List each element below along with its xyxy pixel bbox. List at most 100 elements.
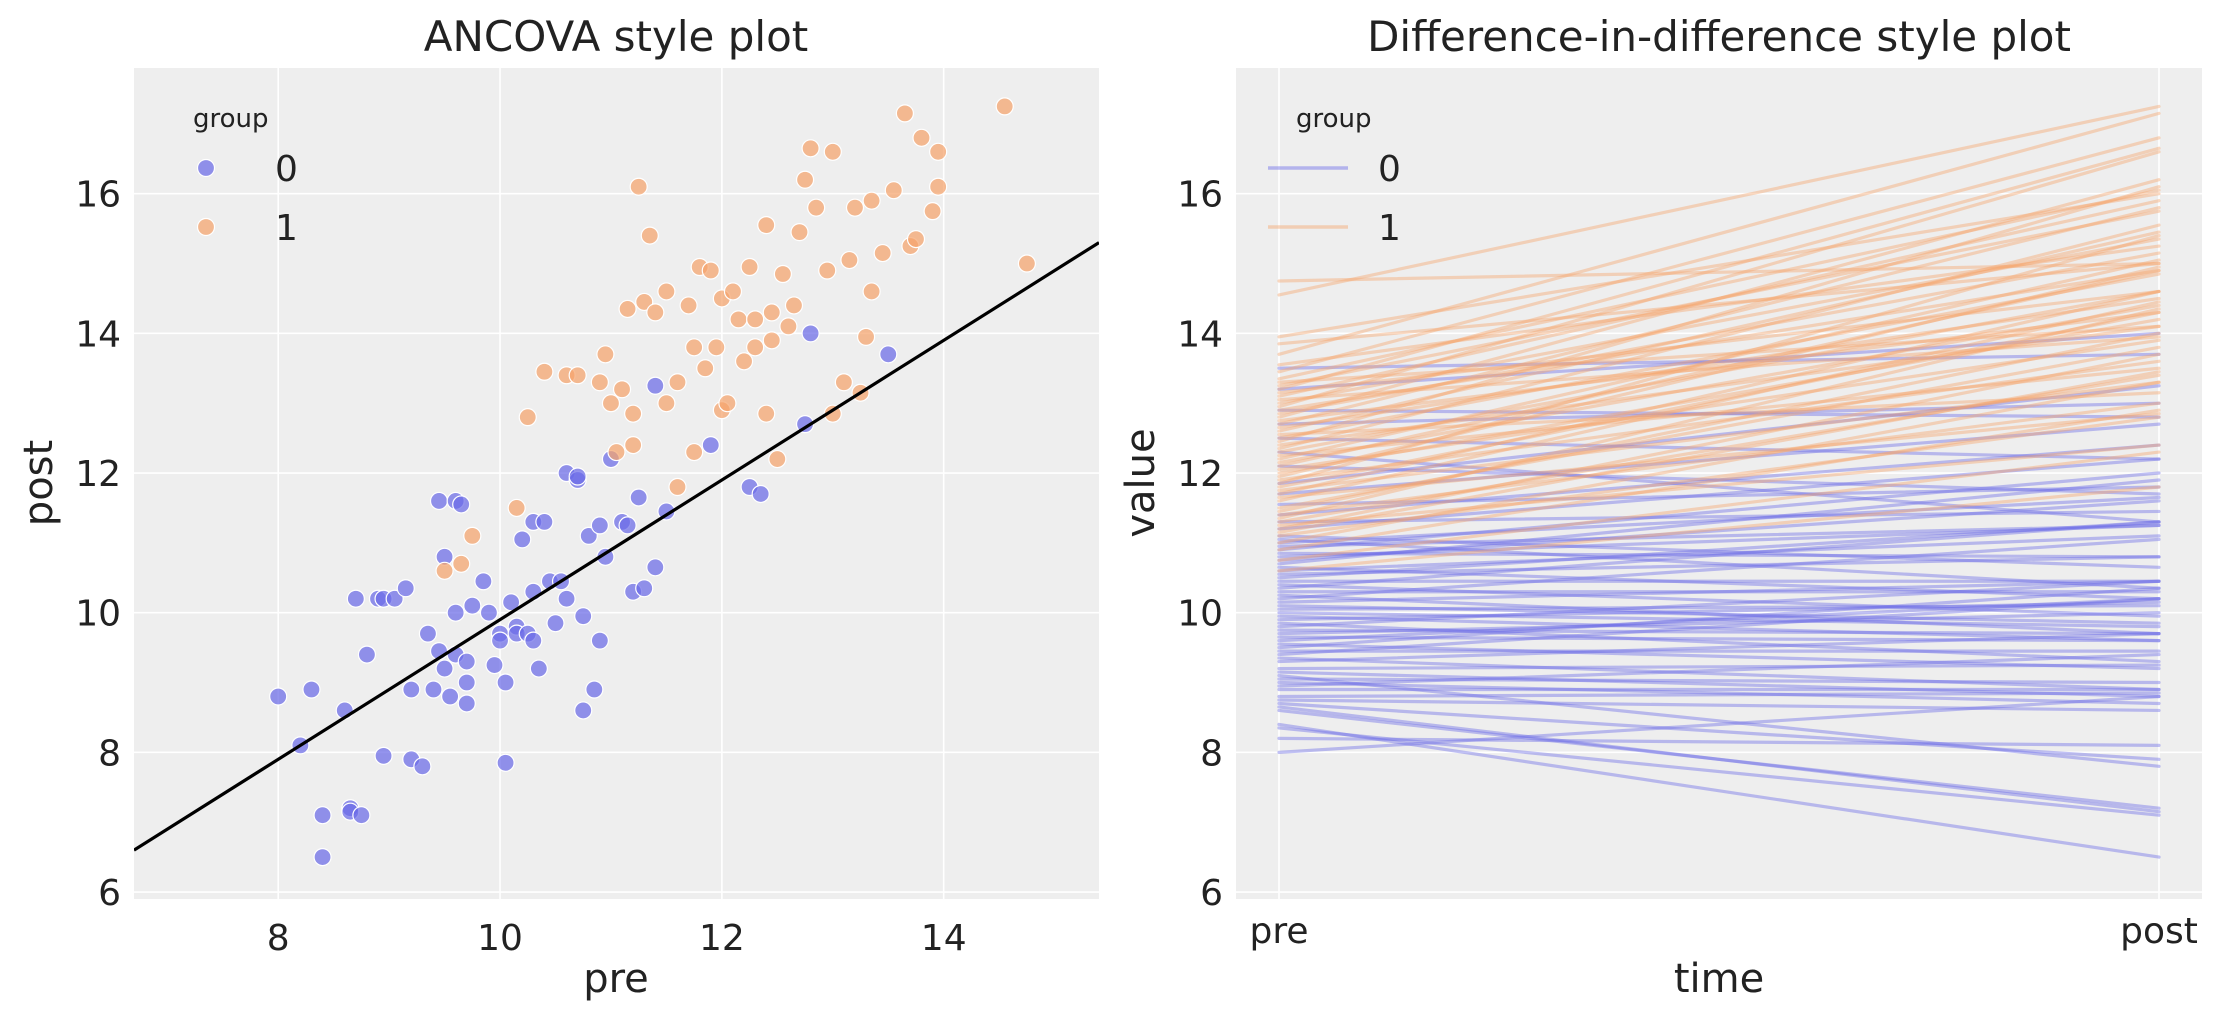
did-line-g1-5	[1277, 370, 2161, 534]
ancova-point-g1-50	[801, 139, 820, 158]
did-line-g0-58	[1277, 384, 2161, 486]
did-line-g1-50	[1277, 244, 2161, 367]
ancova-point-g0-13	[374, 746, 393, 765]
did-line-g1-18	[1277, 233, 2161, 486]
did-line-g0-30	[1277, 611, 2161, 629]
ancova-y-tick-10: 10	[75, 594, 121, 635]
ancova-x-tick-12: 12	[699, 918, 745, 959]
did-y-tick-12: 12	[1177, 454, 1223, 495]
ancova-point-g0-72	[646, 376, 665, 395]
ancova-point-g0-44	[513, 530, 532, 549]
did-legend: group 0 1	[1268, 104, 1401, 249]
ancova-point-g1-20	[657, 282, 676, 301]
did-line-g1-45	[1277, 146, 2161, 391]
ancova-point-g1-61	[862, 191, 881, 210]
did-line-g0-62	[1277, 401, 2161, 426]
did-line-g1-27	[1277, 289, 2161, 454]
ancova-point-g0-35	[479, 603, 499, 622]
ancova-point-g0-38	[490, 631, 510, 650]
did-line-g1-54	[1277, 104, 2161, 297]
ancova-point-g1-56	[840, 250, 859, 270]
ancova-point-g1-60	[862, 282, 881, 301]
did-legend-label-0: 0	[1378, 149, 1401, 190]
did-line-g0-20	[1277, 586, 2161, 650]
did-line-g0-51	[1277, 537, 2161, 590]
ancova-point-g0-63	[590, 516, 609, 535]
ancova-point-g1-57	[845, 198, 865, 217]
ancova-point-g0-52	[546, 614, 565, 633]
did-line-g0-28	[1277, 600, 2161, 622]
ancova-legend-title: group	[193, 104, 269, 134]
did-line-g0-35	[1277, 593, 2161, 636]
did-line-g1-6	[1277, 352, 2161, 531]
did-line-g0-52	[1277, 534, 2161, 569]
did-line-g1-38	[1277, 251, 2161, 416]
ancova-point-g1-9	[596, 345, 615, 364]
did-line-g0-44	[1277, 478, 2161, 566]
did-line-g0-2	[1277, 726, 2161, 817]
ancova-point-g1-8	[590, 373, 609, 392]
did-y-tick-8: 8	[1200, 733, 1223, 774]
ancova-point-g1-49	[795, 170, 815, 189]
ancova-point-g1-0	[435, 561, 454, 580]
ancova-x-tick-8: 8	[267, 918, 290, 959]
did-line-g1-42	[1277, 335, 2161, 402]
ancova-point-g1-45	[773, 264, 792, 284]
ancova-point-g1-26	[685, 338, 704, 357]
ancova-y-tick-8: 8	[98, 733, 121, 774]
ancova-y-tick-6: 6	[98, 873, 121, 914]
did-line-g0-26	[1277, 579, 2161, 629]
ancova-point-g1-40	[757, 404, 776, 423]
did-x-tick-pre: pre	[1249, 911, 1308, 952]
did-line-g0-65	[1277, 352, 2161, 370]
did-line-g0-24	[1277, 611, 2161, 636]
did-line-g1-46	[1277, 209, 2161, 388]
ancova-point-g1-36	[734, 352, 754, 371]
ancova-point-g1-66	[906, 229, 926, 249]
ancova-point-g1-2	[463, 526, 482, 545]
did-line-g0-56	[1277, 485, 2161, 507]
did-line-g0-25	[1277, 628, 2161, 636]
ancova-point-g0-58	[574, 607, 593, 626]
ancova-point-g0-60	[579, 526, 598, 545]
did-line-g1-9	[1277, 307, 2161, 521]
ancova-point-g1-64	[895, 104, 914, 123]
did-plot-area	[1236, 68, 2202, 899]
did-x-tick-post: post	[2120, 911, 2198, 952]
did-y-axis-label: value	[1118, 428, 1164, 537]
did-line-g0-31	[1277, 604, 2161, 611]
did-line-g1-12	[1277, 345, 2161, 510]
did-line-g1-34	[1277, 296, 2161, 430]
did-line-g0-23	[1277, 635, 2161, 643]
did-line-g1-10	[1277, 401, 2161, 517]
ancova-point-g0-8	[346, 589, 365, 608]
ancova-point-g0-29	[452, 495, 471, 514]
did-line-g0-18	[1277, 597, 2161, 657]
ancova-point-g0-19	[418, 624, 438, 643]
ancova-point-g1-34	[723, 282, 743, 301]
did-line-g1-35	[1277, 206, 2161, 426]
ancova-point-g0-16	[402, 680, 421, 699]
did-line-g0-49	[1277, 523, 2161, 548]
did-line-g0-5	[1277, 705, 2161, 814]
ancova-point-g1-44	[768, 449, 787, 469]
ancova-point-g1-55	[834, 373, 853, 392]
did-line-g0-63	[1277, 408, 2161, 419]
ancova-point-g0-40	[496, 753, 515, 772]
ancova-x-tick-14: 14	[921, 918, 967, 959]
did-line-g0-4	[1277, 708, 2161, 810]
did-line-g0-47	[1277, 551, 2161, 559]
ancova-point-g1-28	[696, 359, 715, 378]
ancova-point-g1-3	[507, 498, 526, 518]
ancova-point-g1-10	[601, 394, 621, 413]
ancova-point-g0-18	[413, 757, 432, 776]
ancova-title: ANCOVA style plot	[424, 12, 808, 61]
did-line-g1-39	[1277, 268, 2161, 412]
ancova-point-g0-31	[457, 673, 476, 692]
did-line-g1-2	[1277, 408, 2161, 552]
did-line-g1-15	[1277, 289, 2161, 496]
did-line-g0-45	[1277, 499, 2161, 562]
did-line-g0-14	[1277, 670, 2161, 699]
did-line-g1-49	[1277, 136, 2161, 374]
